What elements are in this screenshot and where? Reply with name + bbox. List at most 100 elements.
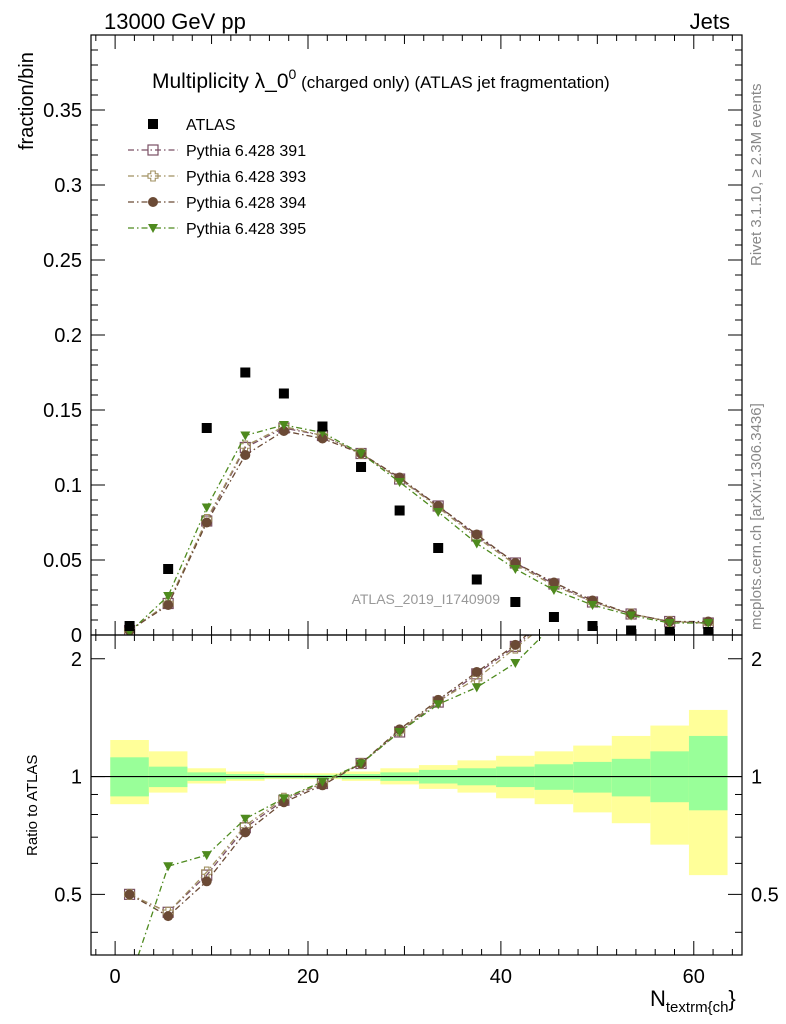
series-marker [163,600,174,610]
chart-title: Multiplicity λ_00 (charged only) (ATLAS … [152,66,610,93]
side-label-top: Rivet 3.1.10, ≥ 2.3M events [748,84,765,267]
analysis-tag: ATLAS_2019_I1740909 [352,591,501,607]
series-marker [124,889,135,900]
x-axis-label-brace: } [728,986,735,1011]
series-marker [356,759,367,769]
data-point [548,612,559,622]
series-marker [471,539,482,549]
ratio-tick-label-right: 1 [751,767,762,789]
data-point [587,621,598,631]
ratio-series-line [129,635,528,917]
y-tick-label: 0.25 [43,250,82,272]
header-right: Jets [690,9,730,34]
tick-labels: 0 20 40 60 0 0.05 0.1 0.15 0.2 0.25 0.3 0.35 0.5 0.5 1… [43,100,779,988]
series-marker [278,426,289,436]
ratio-content [91,635,742,955]
axis-ticks [91,34,742,955]
y-tick-label: 0.35 [43,100,82,122]
chart-title-suffix: (charged only) (ATLAS jet fragmentation) [296,73,609,92]
series-marker [317,777,328,787]
header-left: 13000 GeV pp [104,9,246,34]
series-marker [587,601,598,610]
data-point [664,627,675,635]
series-marker [240,450,251,460]
series-marker [394,478,405,487]
legend-label: Pythia 6.428 391 [186,143,306,160]
series-marker [278,421,289,430]
uncertainty-band-inner [611,758,651,797]
series-line [129,425,709,632]
series-marker [703,619,714,628]
y-tick-label: 0.1 [54,475,82,497]
ratio-tick-label-left: 0.5 [54,884,82,906]
series-marker [240,827,251,838]
series-marker [433,700,444,710]
series-marker [433,508,444,517]
ratio-series-line [129,635,533,914]
series-marker [510,659,521,669]
legend-entry: Pythia 6.428 391 [128,143,306,160]
series-marker [148,197,158,207]
y-tick-label: 0.2 [54,325,82,347]
ratio-tick-label-left: 2 [71,649,82,671]
series-marker [201,851,212,861]
legend: ATLAS Pythia 6.428 391 Pythia 6.428 393 Pyt… [128,117,306,238]
series-line [129,424,709,633]
data-point [124,621,135,631]
data-point [240,367,251,378]
series-marker [394,727,405,737]
data-point [394,505,405,516]
side-label-bottom: mcplots.cern.ch [arXiv:1306.3436] [748,403,765,630]
series-marker [510,565,521,574]
x-axis-label-main: N [650,986,666,1011]
legend-entry: Pythia 6.428 395 [128,221,306,238]
x-axis-label-sub: textrm{ch [666,999,729,1016]
series-marker [201,503,212,513]
data-point [148,119,158,129]
legend-entry: ATLAS [148,117,236,134]
series-marker [163,862,174,872]
ratio-tick-label-right: 0.5 [751,884,779,906]
series-marker [471,667,482,678]
data-point [471,574,482,585]
ratio-series-line [129,635,531,914]
x-tick-label: 20 [297,966,319,988]
ratio-y-axis-label: Ratio to ATLAS [24,755,41,856]
series-marker [317,433,328,444]
y-tick-label: 0.05 [43,550,82,572]
series-marker [147,170,159,182]
series-marker [510,639,521,650]
legend-label: Pythia 6.428 393 [186,169,306,186]
legend-label: ATLAS [186,117,236,134]
uncertainty-band-inner [573,761,612,793]
main-content [123,367,714,635]
series-marker [548,586,559,595]
series-marker [201,517,212,528]
y-tick-label: 0.15 [43,400,82,422]
series-marker [278,794,289,804]
series-marker [201,876,212,887]
series-marker [471,529,482,540]
series-marker [626,611,637,621]
x-tick-label: 0 [110,966,121,988]
data-point [433,543,444,553]
y-tick-label: 0 [71,625,82,647]
data-point [510,597,521,607]
x-axis-label: Ntextrm{ch} [650,986,736,1016]
series-marker [240,814,251,824]
legend-entry: Pythia 6.428 394 [128,195,306,212]
series-line [129,427,709,632]
legend-entry: Pythia 6.428 393 [128,169,306,186]
series-marker [548,577,559,588]
series-marker [163,911,174,922]
y-axis-label: fraction/bin [16,52,38,150]
ratio-tick-label-right: 2 [751,649,762,671]
x-tick-label: 60 [683,966,705,988]
y-tick-label: 0.3 [54,175,82,197]
ratio-tick-label-left: 1 [71,767,82,789]
legend-label: Pythia 6.428 395 [186,221,306,238]
series-marker [147,144,159,156]
series-marker [471,683,482,693]
